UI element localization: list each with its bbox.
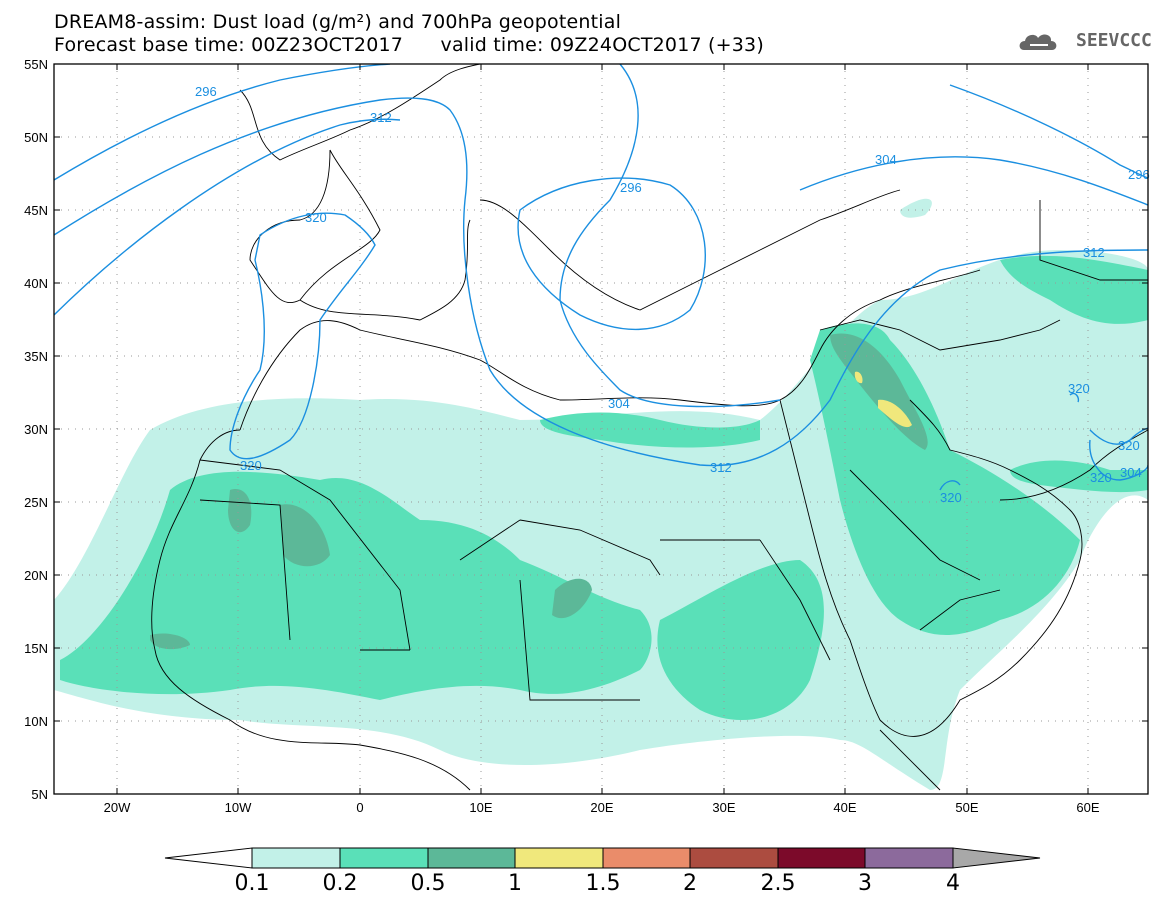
- dust-shading: [54, 198, 1148, 790]
- latitude-labels: 55N 50N 45N 40N 35N 30N 25N 20N 15N 10N …: [24, 57, 48, 802]
- contour-label: 312: [370, 110, 392, 125]
- contour-label: 296: [195, 84, 217, 99]
- cloud-icon: [1019, 34, 1057, 50]
- contour-label: 304: [608, 396, 630, 411]
- contour-label-group: 296 304 312 320 296 304 312 320 320 320 …: [195, 84, 1150, 505]
- geopotential-contours: [54, 64, 1148, 491]
- colorbar-low-arrow: [164, 847, 253, 869]
- contour-label: 304: [1120, 465, 1142, 480]
- contour-label: 296: [620, 180, 642, 195]
- colorbar-swatch: [777, 847, 866, 869]
- seevccc-logo: SEEVCCC: [1076, 30, 1152, 51]
- contour-label: 320: [240, 458, 262, 473]
- coastlines: [151, 64, 1148, 791]
- contour-label: 312: [710, 460, 732, 475]
- contour-label: 304: [875, 152, 897, 167]
- lon-label: 30E: [712, 800, 735, 815]
- colorbar-high-arrow: [952, 847, 1041, 869]
- lon-label: 60E: [1076, 800, 1099, 815]
- lon-label: 20W: [104, 800, 131, 815]
- lon-label: 0: [356, 800, 363, 815]
- contour-304-west: [54, 97, 1148, 467]
- lon-label: 40E: [833, 800, 856, 815]
- lat-label: 25N: [24, 495, 48, 510]
- colorbar-tick-label: 0.2: [322, 871, 358, 896]
- lat-label: 10N: [24, 714, 48, 729]
- dust-region-medium-gulf: [1010, 460, 1148, 493]
- dust-region-medium-iran: [1000, 255, 1148, 324]
- contour-320-gulf: [939, 480, 961, 491]
- dust-region-medium-sahel: [657, 560, 824, 720]
- lat-label: 55N: [24, 57, 48, 72]
- dust-region-dense-mauritania: [228, 489, 252, 533]
- dust-region-dense-senegal: [150, 633, 190, 650]
- lon-label: 10W: [225, 800, 252, 815]
- contour-label: 320: [305, 210, 327, 225]
- contour-label: 320: [1090, 470, 1112, 485]
- lat-label: 30N: [24, 422, 48, 437]
- colorbar-swatch: [339, 847, 429, 869]
- colorbar-tick-label: 2.5: [760, 871, 796, 896]
- contour-304-caucasus: [799, 156, 1148, 206]
- contour-label: 320: [1118, 438, 1140, 453]
- lat-label: 40N: [24, 276, 48, 291]
- lon-label: 50E: [955, 800, 978, 815]
- contour-312-east: [559, 64, 781, 408]
- dust-region-high-iraq: [878, 399, 912, 428]
- dust-region-high-iraq-north: [854, 371, 863, 384]
- colorbar-swatch: [514, 847, 604, 869]
- contour-312-west: [54, 118, 401, 316]
- dust-region-medium-libya: [540, 412, 760, 448]
- colorbar-tick-label: 3: [858, 871, 872, 896]
- lon-label: 20E: [590, 800, 613, 815]
- axis-ticks: [54, 63, 1148, 795]
- dust-region-dense-chad: [552, 578, 592, 619]
- colorbar-tick-label: 1.5: [585, 871, 621, 896]
- colorbar-tick-label: 1: [508, 871, 522, 896]
- contour-296-balkans: [517, 177, 706, 331]
- colorbar-tick-label: 0.5: [410, 871, 446, 896]
- longitude-labels: 20W 10W 0 10E 20E 30E 40E 50E 60E: [104, 800, 1100, 815]
- lat-label: 20N: [24, 568, 48, 583]
- colorbar-tick-label: 2: [683, 871, 697, 896]
- contour-label: 296: [1128, 167, 1150, 182]
- colorbar-tick-label: 0.1: [234, 871, 270, 896]
- lat-label: 35N: [24, 349, 48, 364]
- colorbar-tick-label: 4: [946, 871, 960, 896]
- colorbar-swatch: [864, 847, 954, 869]
- lat-label: 45N: [24, 203, 48, 218]
- colorbar-swatch: [251, 847, 341, 869]
- lat-label: 5N: [31, 787, 48, 802]
- contour-296-east: [949, 84, 1148, 179]
- contour-296-north: [54, 64, 391, 181]
- lat-label: 15N: [24, 641, 48, 656]
- dust-region-light-caspian: [900, 198, 932, 218]
- contour-label: 320: [1068, 381, 1090, 396]
- contour-label: 312: [1083, 245, 1105, 260]
- colorbar-swatch: [602, 847, 691, 869]
- lat-label: 50N: [24, 130, 48, 145]
- colorbar: [164, 847, 1041, 869]
- contour-320-oman: [1069, 392, 1080, 403]
- lon-label: 10E: [469, 800, 492, 815]
- dust-region-dense-mali: [280, 504, 330, 567]
- forecast-times: Forecast base time: 00Z23OCT2017 valid t…: [54, 34, 764, 56]
- contour-label: 320: [940, 490, 962, 505]
- dust-region-medium-west: [60, 471, 652, 700]
- colorbar-swatch: [689, 847, 779, 869]
- map-title: DREAM8-assim: Dust load (g/m²) and 700hP…: [54, 11, 622, 33]
- contour-320-iberia: [229, 212, 376, 460]
- colorbar-swatch: [427, 847, 516, 869]
